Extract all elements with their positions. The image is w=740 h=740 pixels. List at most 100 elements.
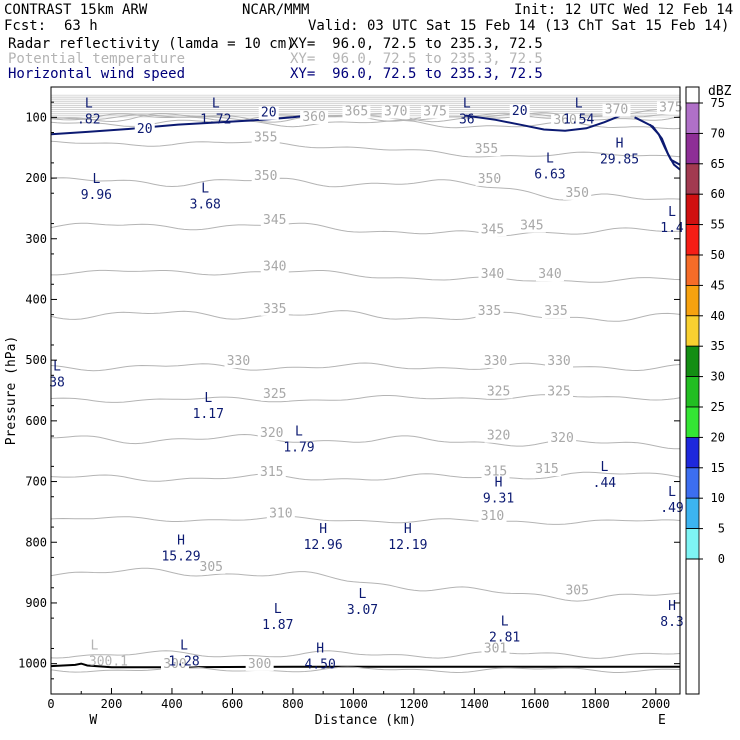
theta-label-bg <box>472 143 501 157</box>
wind-extremum-value: .44 <box>593 476 617 491</box>
theta-extremum-value: 300.1 <box>89 655 128 670</box>
x-tick-label: 1400 <box>460 697 489 711</box>
theta-label-335: 335 <box>478 304 501 319</box>
colorbar-label: 20 <box>711 430 725 444</box>
wind-label-20: 20 <box>137 122 153 137</box>
theta-label-bg <box>484 385 513 399</box>
theta-label-310: 310 <box>481 509 504 524</box>
theta-contour-325 <box>50 394 681 403</box>
wind-contour-20 <box>465 114 620 132</box>
theta-label-340: 340 <box>481 267 504 282</box>
colorbar-segment <box>685 376 700 408</box>
wind-extremum-marker: H <box>668 599 676 614</box>
theta-label-360: 360 <box>302 110 325 125</box>
colorbar-label: 55 <box>711 218 725 232</box>
y-tick-label: 200 <box>25 171 47 185</box>
colorbar-segment <box>685 345 700 378</box>
x-tick-label: 800 <box>282 697 304 711</box>
theta-label-bg <box>251 131 280 145</box>
theta-label-bg <box>381 105 410 119</box>
colorbar-segment <box>685 436 700 469</box>
theta-label-bg <box>478 268 507 282</box>
theta-label-335: 335 <box>544 304 567 319</box>
wind-extremum-value: 1.79 <box>283 440 314 455</box>
y-tick-label: 100 <box>25 110 47 124</box>
wind-extremum-value: 36 <box>459 112 475 127</box>
x-tick-label: 200 <box>101 697 123 711</box>
theta-label-305: 305 <box>200 560 223 575</box>
wind-extremum-value: 12.19 <box>388 538 427 553</box>
theta-contour-335 <box>50 310 681 322</box>
model-title: CONTRAST 15km ARW <box>4 2 148 18</box>
colorbar-segment <box>685 102 700 134</box>
wind-extremum-value: 15.29 <box>161 550 200 565</box>
colorbar-segment <box>685 528 700 560</box>
wind-extremum-value: 1.72 <box>200 112 231 127</box>
field-2-xy: XY= 96.0, 72.5 to 235.3, 72.5 <box>290 51 543 67</box>
theta-label-350: 350 <box>254 169 277 184</box>
theta-contour-355 <box>50 140 681 158</box>
theta-label-300: 300 <box>163 657 186 672</box>
wind-extremum-marker: L <box>212 96 220 111</box>
wind-extremum-marker: L <box>53 359 61 374</box>
wind-extremum-marker: H <box>177 534 185 549</box>
theta-label-355: 355 <box>475 142 498 157</box>
colorbar-label: 40 <box>711 309 725 323</box>
wind-extremum-marker: H <box>316 642 324 657</box>
wind-extremum-marker: L <box>575 96 583 111</box>
theta-label-bg <box>542 305 571 319</box>
y-tick-label: 900 <box>25 596 47 610</box>
theta-label-bg <box>257 427 286 441</box>
theta-label-bg <box>563 584 592 598</box>
theta-label-315: 315 <box>535 462 558 477</box>
colorbar-segment <box>685 193 700 225</box>
wind-extremum-marker: L <box>204 391 212 406</box>
theta-label-bg <box>484 429 513 443</box>
colorbar-segment <box>685 224 700 256</box>
colorbar-segment <box>685 406 700 438</box>
wind-extremum-value: 1.28 <box>168 655 199 670</box>
wind-extremum-value: .49 <box>660 501 683 516</box>
theta-label-bg <box>300 110 329 124</box>
colorbar-label: 35 <box>711 339 725 353</box>
wind-extremum-marker: L <box>274 602 282 617</box>
theta-label-bg <box>160 657 189 671</box>
theta-label-320: 320 <box>487 429 510 444</box>
colorbar-segment <box>685 86 700 104</box>
theta-label-345: 345 <box>263 213 286 228</box>
wind-extremum-marker: L <box>359 587 367 602</box>
colorbar-segment <box>685 558 700 695</box>
wind-extremum-value: 3.07 <box>347 603 378 618</box>
colorbar-segment <box>685 467 700 499</box>
wind-extremum-value: 1.87 <box>262 618 293 633</box>
theta-contour-310 <box>50 515 681 525</box>
colorbar-segment <box>685 163 700 195</box>
colorbar-segment <box>685 254 700 286</box>
theta-label-bg <box>260 214 289 228</box>
colorbar-label: 65 <box>711 157 725 171</box>
colorbar-label: 15 <box>711 461 725 475</box>
x-end-label-west: W <box>89 713 97 728</box>
theta-label-bg <box>224 355 253 369</box>
wind-extremum-marker: L <box>463 96 471 111</box>
wind-extremum-value: .82 <box>77 112 100 127</box>
wind-extremum-value: 3.68 <box>190 197 221 212</box>
theta-label-325: 325 <box>547 384 570 399</box>
x-tick-label: 1600 <box>520 697 549 711</box>
y-tick-label: 600 <box>25 414 47 428</box>
wind-extremum-marker: H <box>319 522 327 537</box>
theta-label-bg <box>260 260 289 274</box>
field-1-xy: XY= 96.0, 72.5 to 235.3, 72.5 <box>290 36 543 52</box>
theta-contour-301 <box>50 650 681 659</box>
theta-label-375: 375 <box>423 105 446 120</box>
wind-extremum-marker: L <box>600 460 608 475</box>
colorbar-label: 60 <box>711 187 725 201</box>
wind-extremum-value: 1.4 <box>660 221 684 236</box>
theta-label-320: 320 <box>550 431 573 446</box>
fcst-label: Fcst: <box>4 18 47 34</box>
colorbar-label: 5 <box>718 522 725 536</box>
wind-contour-20 <box>649 123 681 166</box>
x-tick-label: 2000 <box>641 697 670 711</box>
wind-extremum-marker: L <box>546 152 554 167</box>
theta-label-340: 340 <box>263 259 286 274</box>
